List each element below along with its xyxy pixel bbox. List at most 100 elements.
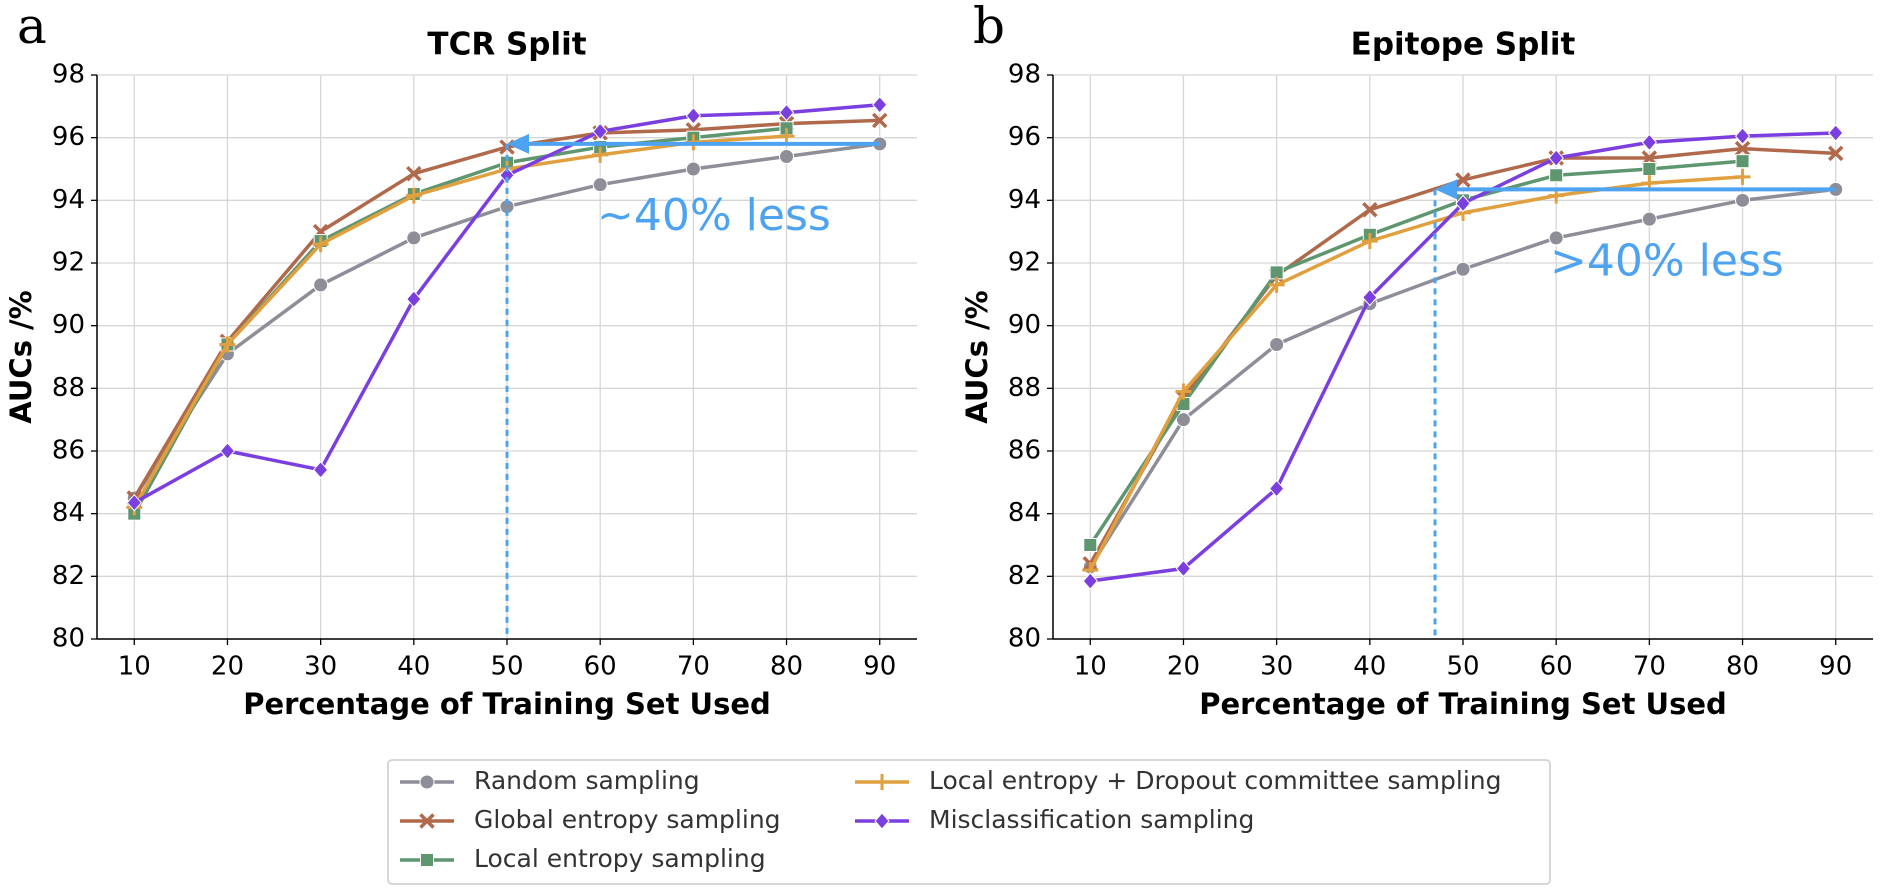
panel-label: b [973, 0, 1005, 55]
x-tick-label: 80 [1726, 652, 1759, 682]
x-tick-label: 10 [118, 652, 151, 682]
x-tick-label: 50 [1446, 652, 1479, 682]
x-axis-label: Percentage of Training Set Used [243, 687, 771, 721]
legend-label: Local entropy sampling [474, 844, 766, 873]
y-tick-label: 90 [52, 310, 85, 340]
marker [1268, 479, 1285, 498]
series-line [1088, 159, 1743, 546]
x-tick-label: 30 [304, 652, 337, 682]
marker [312, 461, 329, 479]
x-tick-label: 20 [211, 652, 244, 682]
legend-label: Misclassification sampling [929, 805, 1254, 834]
x-tick-label: 80 [770, 652, 803, 682]
marker [419, 774, 435, 790]
marker [874, 812, 890, 830]
y-tick-label: 80 [52, 624, 85, 654]
x-axis-label: Percentage of Training Set Used [1199, 687, 1727, 721]
marker [874, 774, 890, 790]
legend-label: Local entropy + Dropout committee sampli… [929, 766, 1502, 795]
legend-box [387, 759, 1551, 885]
marker [685, 161, 701, 177]
marker [419, 813, 435, 829]
marker [1175, 383, 1192, 400]
y-tick-label: 96 [52, 122, 85, 152]
marker [1735, 192, 1751, 208]
marker [1828, 124, 1844, 142]
x-tick-label: 90 [863, 652, 896, 682]
y-tick-label: 88 [1008, 373, 1041, 403]
marker [778, 128, 795, 145]
marker [219, 336, 236, 353]
marker [592, 122, 608, 141]
marker [1455, 172, 1471, 188]
marker [592, 146, 609, 163]
y-tick-label: 92 [1008, 248, 1041, 278]
legend-label: Global entropy sampling [474, 805, 781, 834]
marker [406, 165, 422, 182]
series-line [132, 126, 787, 515]
y-tick-label: 88 [52, 373, 85, 403]
marker [1548, 149, 1564, 167]
y-tick-label: 82 [52, 561, 85, 591]
marker [1455, 194, 1471, 213]
marker [1641, 211, 1657, 227]
x-tick-label: 70 [677, 652, 710, 682]
marker [1268, 276, 1285, 293]
marker [592, 177, 608, 193]
marker [1641, 133, 1658, 152]
y-tick-label: 84 [1008, 498, 1041, 528]
marker [685, 106, 702, 125]
x-tick-label: 50 [490, 652, 523, 682]
x-tick-label: 10 [1074, 652, 1107, 682]
marker [405, 187, 422, 204]
marker [871, 112, 888, 129]
x-tick-label: 70 [1633, 652, 1666, 682]
arrow-head [507, 133, 529, 154]
marker [1642, 162, 1657, 176]
marker [1734, 168, 1751, 185]
marker [778, 103, 795, 122]
x-tick-label: 60 [1540, 652, 1573, 682]
marker [1827, 145, 1844, 162]
marker [1083, 538, 1098, 552]
marker [499, 166, 515, 185]
marker [1362, 288, 1378, 307]
arrow-head [1435, 179, 1458, 200]
y-axis-label: AUCs /% [960, 290, 994, 423]
marker [1175, 559, 1192, 578]
marker [1734, 127, 1751, 145]
marker [406, 290, 422, 308]
y-tick-label: 94 [52, 185, 85, 215]
marker [1362, 201, 1378, 218]
marker [1082, 572, 1098, 590]
y-axis-label: AUCs /% [4, 290, 38, 423]
y-tick-label: 84 [52, 498, 85, 528]
marker [1455, 261, 1471, 277]
marker [1734, 140, 1751, 157]
marker [779, 148, 795, 164]
y-tick-label: 90 [1008, 310, 1041, 340]
marker [1735, 154, 1750, 169]
marker [1549, 168, 1564, 183]
y-tick-label: 86 [52, 436, 85, 466]
marker [406, 230, 422, 246]
legend-label: Random sampling [474, 766, 700, 795]
y-tick-label: 92 [52, 248, 85, 278]
annotation-text: >40% less [1550, 235, 1784, 286]
marker [313, 277, 329, 293]
marker [312, 236, 329, 253]
x-tick-label: 30 [1260, 652, 1293, 682]
y-tick-label: 82 [1008, 561, 1041, 591]
marker [420, 853, 434, 867]
marker [1175, 412, 1191, 428]
y-tick-label: 96 [1008, 122, 1041, 152]
chart-title: TCR Split [427, 27, 586, 63]
annotation-text: ~40% less [597, 190, 831, 241]
x-tick-label: 60 [584, 652, 617, 682]
x-tick-label: 90 [1819, 652, 1852, 682]
marker [872, 96, 888, 114]
y-tick-label: 86 [1008, 436, 1041, 466]
marker [1548, 230, 1564, 246]
panel-label: a [17, 0, 47, 55]
